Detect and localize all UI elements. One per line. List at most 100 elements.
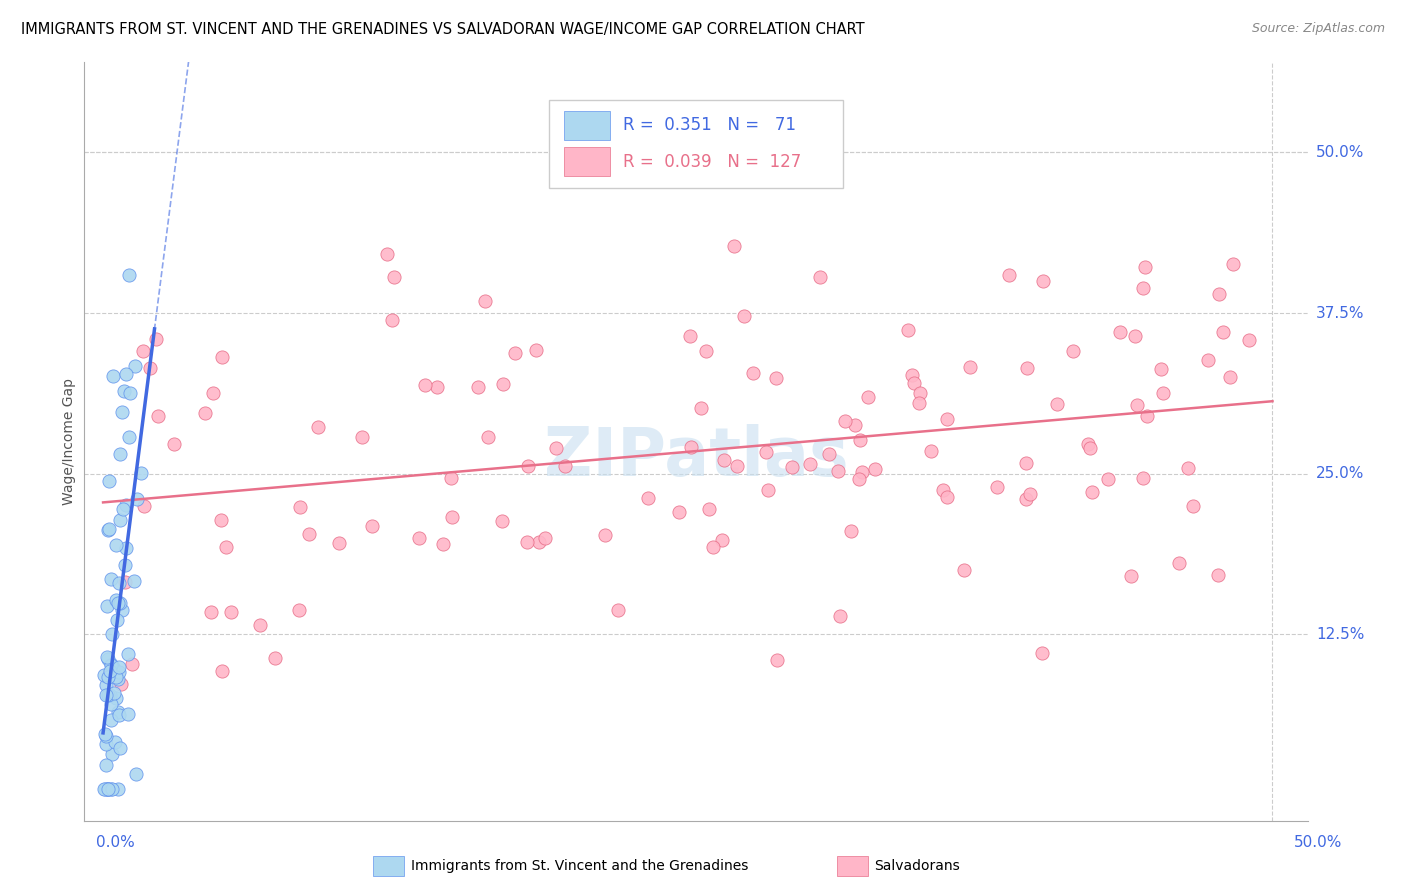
Point [111, 405, 134, 419]
Point [107, 781, 129, 796]
Point [211, 664, 233, 678]
Point [1206, 567, 1229, 582]
Point [1032, 274, 1054, 288]
Point [118, 268, 141, 282]
Point [96, 737, 118, 751]
Point [1132, 471, 1154, 485]
Point [1181, 499, 1204, 513]
Point [117, 706, 139, 721]
Text: Salvadorans: Salvadorans [875, 859, 960, 873]
Point [163, 437, 186, 451]
Point [114, 541, 136, 555]
Point [952, 564, 974, 578]
Point [516, 458, 538, 473]
Point [100, 697, 122, 711]
Point [986, 480, 1008, 494]
Point [101, 781, 124, 796]
Point [606, 603, 628, 617]
Point [108, 447, 131, 461]
Text: 50.0%: 50.0% [1316, 145, 1364, 160]
Point [105, 613, 128, 627]
Point [129, 466, 152, 480]
Point [503, 345, 526, 359]
Point [780, 460, 803, 475]
Point [408, 532, 430, 546]
Point [107, 596, 129, 610]
Point [897, 323, 920, 337]
Point [93, 727, 115, 741]
Point [111, 603, 134, 617]
Point [1136, 409, 1159, 424]
Y-axis label: Wage/Income Gap: Wage/Income Gap [62, 378, 76, 505]
Point [104, 691, 127, 706]
Point [817, 447, 839, 461]
Point [491, 515, 513, 529]
Point [441, 509, 464, 524]
Point [94, 781, 117, 796]
Point [145, 332, 167, 346]
Point [108, 576, 131, 591]
Point [839, 524, 862, 538]
Point [524, 343, 547, 358]
Point [695, 343, 717, 358]
Point [381, 313, 404, 327]
Point [117, 647, 139, 661]
Point [98, 523, 121, 537]
Point [1109, 325, 1132, 339]
Point [97, 523, 120, 537]
Point [249, 618, 271, 632]
Point [1081, 484, 1104, 499]
Point [848, 472, 870, 486]
Point [959, 360, 981, 375]
Point [288, 602, 311, 616]
Point [1126, 398, 1149, 412]
Point [1123, 329, 1146, 343]
Point [1219, 370, 1241, 384]
Point [1014, 492, 1036, 507]
Point [132, 500, 155, 514]
Point [97, 781, 120, 796]
Point [107, 672, 129, 686]
Point [114, 558, 136, 572]
Point [201, 386, 224, 401]
Point [112, 501, 135, 516]
Point [931, 483, 953, 498]
Point [108, 740, 131, 755]
Point [935, 491, 957, 505]
Point [1208, 287, 1230, 301]
Point [516, 534, 538, 549]
Point [194, 406, 217, 420]
Point [1097, 471, 1119, 485]
Point [908, 396, 931, 410]
Point [384, 269, 406, 284]
Point [858, 390, 880, 404]
Point [118, 430, 141, 444]
Point [101, 660, 124, 674]
Point [595, 528, 617, 542]
Point [288, 500, 311, 515]
Text: 50.0%: 50.0% [1295, 836, 1343, 850]
Point [97, 781, 120, 796]
Point [1015, 361, 1038, 376]
Point [138, 361, 160, 376]
Point [100, 657, 122, 672]
Point [741, 366, 763, 380]
Point [96, 758, 118, 772]
Point [1078, 442, 1101, 456]
Point [765, 371, 787, 385]
Point [702, 541, 724, 555]
Point [121, 657, 143, 671]
Point [96, 729, 118, 743]
Point [863, 462, 886, 476]
Point [935, 412, 957, 426]
Point [637, 491, 659, 505]
Point [97, 781, 120, 796]
Point [108, 596, 131, 610]
Point [103, 686, 125, 700]
Point [1212, 325, 1234, 339]
Point [534, 531, 557, 545]
Point [97, 474, 120, 488]
Point [413, 377, 436, 392]
Point [108, 665, 131, 679]
Point [799, 457, 821, 471]
